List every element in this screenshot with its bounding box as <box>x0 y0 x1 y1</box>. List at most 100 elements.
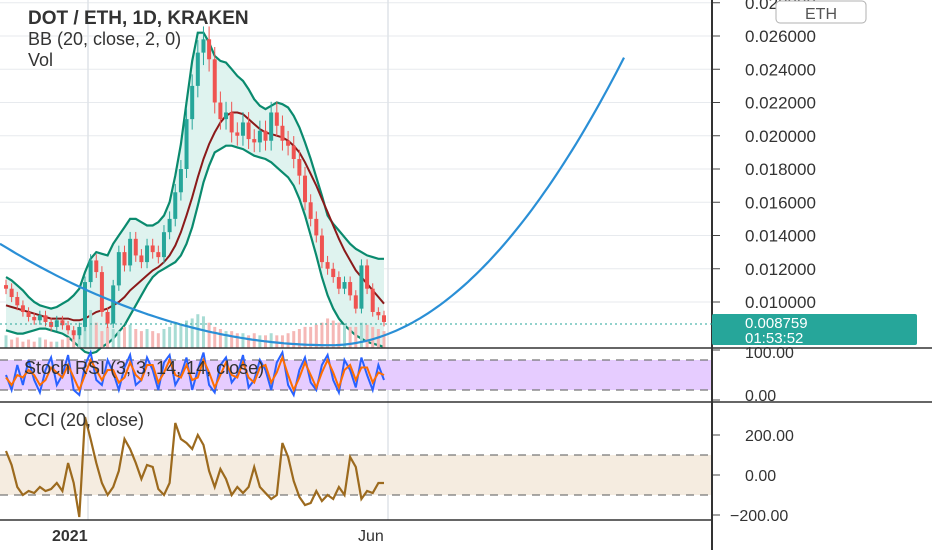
candle-body <box>190 85 195 120</box>
candle-body <box>66 325 71 331</box>
volume-bar <box>55 341 59 348</box>
volume-bar <box>343 324 347 348</box>
volume-bar <box>27 339 31 348</box>
volume-bar <box>348 326 352 348</box>
volume-bar <box>145 329 149 348</box>
volume-bar <box>280 335 284 348</box>
volume-bar <box>156 333 160 348</box>
volume-bar <box>241 333 245 348</box>
cci-axis-tick-minus-200: −200.00 <box>730 508 788 525</box>
candle-body <box>212 59 217 103</box>
cci-label[interactable]: CCI (20, close) <box>24 410 144 430</box>
candle-body <box>252 139 257 143</box>
bb-indicator-label[interactable]: BB (20, close, 2, 0) <box>28 29 181 49</box>
y-axis-tick-label: 0.014000 <box>745 227 816 246</box>
bollinger-upper-band <box>5 31 384 310</box>
cci-axis-tick-0: 0.00 <box>745 468 776 485</box>
candle-body <box>145 245 150 263</box>
candle-body <box>99 272 104 312</box>
volume-bar <box>179 324 183 348</box>
volume-bar <box>106 326 110 348</box>
candle-body <box>224 112 229 120</box>
volume-bar <box>190 318 194 348</box>
currency-badge-label: ETH <box>805 6 837 23</box>
candle-body <box>111 285 116 324</box>
cci-layer <box>0 416 720 518</box>
candle-body <box>4 285 8 289</box>
candle-body <box>235 132 240 136</box>
candle-body <box>314 218 319 236</box>
volume-bar <box>139 331 143 348</box>
volume-bar <box>320 322 324 348</box>
candle-body <box>71 330 76 336</box>
volume-bar <box>32 341 36 348</box>
volume-bar <box>49 341 53 348</box>
stoch-axis-tick-0: 0.00 <box>745 388 776 405</box>
y-axis-tick-label: 0.018000 <box>745 160 816 179</box>
volume-bar <box>173 322 177 348</box>
candle-body <box>370 288 375 312</box>
volume-bar <box>201 316 205 348</box>
stoch-rsi-label[interactable]: Stoch RSI (3, 3, 14, 14, close) <box>24 358 264 378</box>
volume-bar <box>21 341 25 348</box>
y-axis-tick-label: 0.022000 <box>745 94 816 113</box>
candle-body <box>291 145 296 160</box>
cci-line <box>4 416 384 518</box>
candle-body <box>9 288 14 298</box>
cci-axis-tick-200: 200.00 <box>745 428 794 445</box>
candle-body <box>207 39 212 60</box>
candle-body <box>286 140 291 146</box>
candle-body <box>116 252 121 286</box>
candle-body <box>195 52 200 86</box>
candle-body <box>150 245 155 253</box>
candle-body <box>240 122 245 136</box>
candle-body <box>156 252 161 258</box>
volume-bar <box>151 331 155 348</box>
candle-body <box>77 326 82 336</box>
candle-body <box>26 311 31 317</box>
time-axis-label-jun: Jun <box>358 528 384 545</box>
candle-body <box>88 260 93 283</box>
volume-bar <box>128 324 132 348</box>
candle-body <box>263 130 268 141</box>
candle-body <box>201 39 206 53</box>
volume-layer <box>4 310 386 348</box>
volume-bar <box>309 326 313 348</box>
candle-body <box>280 125 285 141</box>
volume-bar <box>337 322 341 348</box>
volume-bar <box>196 314 200 348</box>
y-axis-tick-label: 0.026000 <box>745 27 816 46</box>
volume-bar <box>235 333 239 348</box>
volume-bar <box>286 333 290 348</box>
stoch-rsi-k-line <box>5 349 385 398</box>
candle-body <box>353 295 358 309</box>
volume-bar <box>10 339 14 348</box>
candle-body <box>128 238 133 266</box>
candle-body <box>161 232 166 258</box>
volume-bar <box>213 326 217 348</box>
volume-bar <box>371 326 375 348</box>
projected-curve <box>0 57 625 347</box>
volume-bar <box>66 337 70 348</box>
volume-bar <box>83 318 87 348</box>
candle-body <box>359 265 364 309</box>
candle-body <box>342 282 347 289</box>
candle-body <box>15 297 20 306</box>
volume-bar <box>89 310 93 348</box>
currency-badge[interactable] <box>775 0 867 24</box>
volume-bar <box>269 333 273 348</box>
volume-bar <box>117 331 121 348</box>
candle-body <box>348 282 353 296</box>
candle-body <box>60 320 65 326</box>
candle-body <box>331 268 336 278</box>
y-axis-tick-label: 0.010000 <box>745 293 816 312</box>
candle-body <box>376 311 381 316</box>
volume-bar <box>60 339 64 348</box>
candle-body <box>173 192 178 219</box>
volume-bar <box>297 329 301 348</box>
candle-body <box>94 260 99 273</box>
candle-body <box>37 315 42 321</box>
volume-indicator-label[interactable]: Vol <box>28 50 53 70</box>
